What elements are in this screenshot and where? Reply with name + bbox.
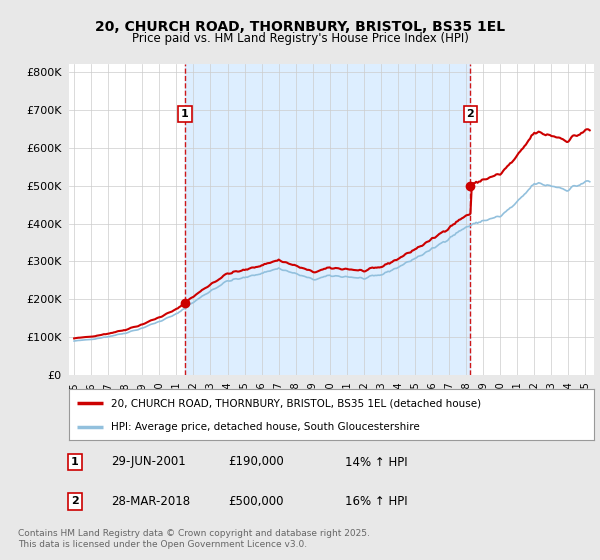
Text: 28-MAR-2018: 28-MAR-2018 — [111, 494, 190, 508]
Text: 1: 1 — [181, 109, 189, 119]
Text: 16% ↑ HPI: 16% ↑ HPI — [345, 494, 407, 508]
Text: £190,000: £190,000 — [228, 455, 284, 469]
Bar — [185, 64, 470, 375]
Text: HPI: Average price, detached house, South Gloucestershire: HPI: Average price, detached house, Sout… — [111, 422, 420, 432]
Text: 29-JUN-2001: 29-JUN-2001 — [111, 455, 186, 469]
Text: 2: 2 — [71, 496, 79, 506]
Text: 20, CHURCH ROAD, THORNBURY, BRISTOL, BS35 1EL (detached house): 20, CHURCH ROAD, THORNBURY, BRISTOL, BS3… — [111, 398, 481, 408]
Text: Price paid vs. HM Land Registry's House Price Index (HPI): Price paid vs. HM Land Registry's House … — [131, 32, 469, 45]
Text: 14% ↑ HPI: 14% ↑ HPI — [345, 455, 407, 469]
Text: 2: 2 — [467, 109, 474, 119]
Text: £500,000: £500,000 — [228, 494, 284, 508]
Text: 1: 1 — [71, 457, 79, 467]
Text: Contains HM Land Registry data © Crown copyright and database right 2025.
This d: Contains HM Land Registry data © Crown c… — [18, 529, 370, 549]
Text: 20, CHURCH ROAD, THORNBURY, BRISTOL, BS35 1EL: 20, CHURCH ROAD, THORNBURY, BRISTOL, BS3… — [95, 20, 505, 34]
